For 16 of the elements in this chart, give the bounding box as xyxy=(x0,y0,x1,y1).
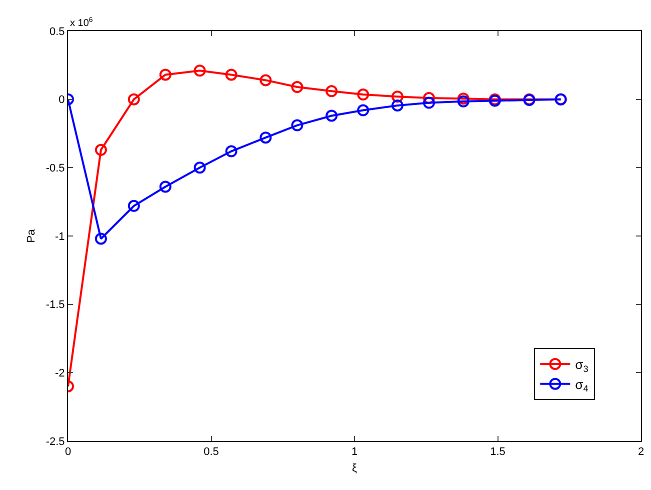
x-tick-label: 1.5 xyxy=(490,446,506,458)
y-tick-label: 0.5 xyxy=(50,26,65,38)
y-tick-label: -0.5 xyxy=(46,162,65,175)
text: x 10$^{6}$ xyxy=(70,17,93,30)
y-tick-label: -2.5 xyxy=(46,436,65,448)
x-tick-label: 0.5 xyxy=(204,446,219,458)
y-axis-title: Pa xyxy=(25,228,38,243)
y-tick-label: -1.5 xyxy=(46,299,65,312)
x-tick-label: 2 xyxy=(638,446,644,458)
y-tick-label: -2 xyxy=(55,368,65,380)
legend-label: σ$_{4}$ xyxy=(575,376,588,394)
x-axis-title: ξ xyxy=(352,462,358,474)
y-tick-label: 0 xyxy=(58,94,65,106)
legend-label: σ$_{3}$ xyxy=(575,357,588,374)
x-tick-label: 1 xyxy=(351,446,358,458)
y-tick-label: -1 xyxy=(55,230,65,243)
